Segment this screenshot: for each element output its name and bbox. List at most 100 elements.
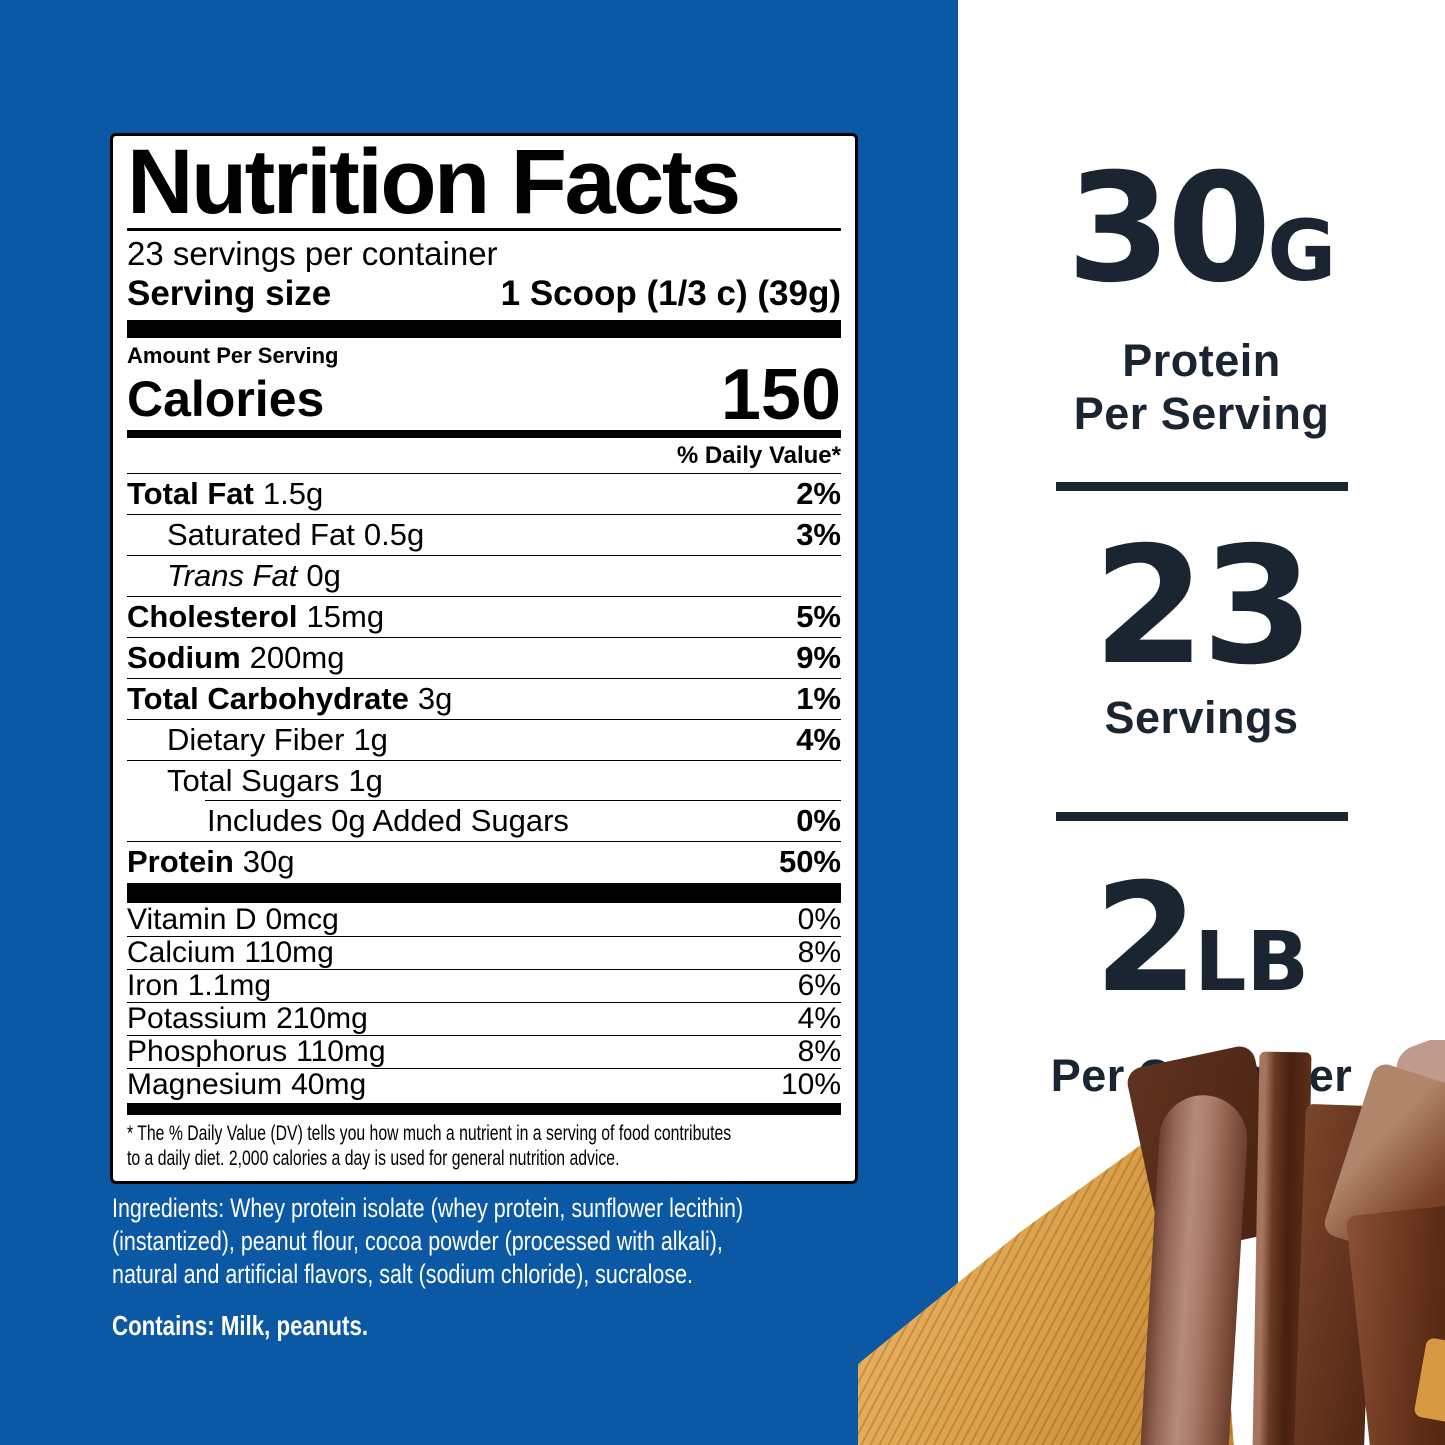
micronutrient-row: Phosphorus 110mg 8% bbox=[127, 1036, 841, 1069]
nutrient-name: Includes 0g Added Sugars bbox=[207, 803, 569, 838]
micronutrient-amount: 110mg bbox=[244, 936, 334, 969]
nutrient-dv: 2% bbox=[796, 476, 841, 511]
protein-caption-line: Per Serving bbox=[1073, 388, 1330, 439]
calories-row: Calories 150 bbox=[127, 355, 841, 435]
nutrient-row: Total Sugars 1g bbox=[127, 761, 841, 801]
servings-stat-value: 23 bbox=[1092, 513, 1314, 701]
ingredients-line: natural and artificial flavors, salt (so… bbox=[112, 1259, 693, 1289]
weight-stat-value: 2LB bbox=[958, 864, 1445, 1023]
nutrient-dv: 3% bbox=[796, 517, 841, 552]
nutrition-facts-title: Nutrition Facts bbox=[127, 131, 741, 233]
micronutrient-name: Iron bbox=[127, 969, 179, 1002]
weight-unit: LB bbox=[1194, 915, 1310, 1010]
nutrient-dv: 5% bbox=[796, 599, 841, 634]
micronutrient-dv: 10% bbox=[780, 1068, 841, 1101]
nutrient-amount: 0g bbox=[306, 558, 341, 593]
calories-label: Calories bbox=[127, 371, 325, 427]
nutrient-name: Total Sugars bbox=[167, 763, 340, 798]
ingredients-block: Ingredients: Whey protein isolate (whey … bbox=[112, 1192, 912, 1343]
micronutrient-row: Magnesium 40mg 10% bbox=[127, 1069, 841, 1101]
ingredients-line: (instantized), peanut flour, cocoa powde… bbox=[112, 1226, 723, 1256]
nutrient-amount: 15mg bbox=[306, 599, 385, 634]
nutrient-name: Saturated Fat bbox=[167, 517, 355, 552]
nutrient-amount: 0.5g bbox=[363, 517, 425, 552]
nutrient-name: Trans Fat bbox=[167, 558, 298, 593]
footnote: * The % Daily Value (DV) tells you how m… bbox=[127, 1121, 841, 1171]
micronutrient-amount: 40mg bbox=[291, 1068, 367, 1101]
micronutrient-amount: 1.1mg bbox=[187, 969, 272, 1002]
micronutrient-dv: 8% bbox=[797, 1035, 841, 1068]
protein-caption-line: Protein bbox=[1122, 335, 1281, 386]
title-rule bbox=[127, 228, 841, 231]
stat-divider bbox=[1055, 812, 1348, 821]
nutrient-row: Total Carbohydrate 3g 1% bbox=[127, 679, 841, 720]
nutrition-facts-label: Nutrition Facts 23 servings per containe… bbox=[110, 133, 858, 1184]
micronutrient-amount: 210mg bbox=[276, 1002, 368, 1035]
nutrient-section: Total Fat 1.5g 2% Saturated Fat 0.5g 3% … bbox=[127, 474, 841, 882]
serving-size-row: Serving size 1 Scoop (1/3 c) (39g) bbox=[127, 272, 841, 318]
daily-value-header: % Daily Value* bbox=[127, 440, 841, 474]
micronutrient-amount: 110mg bbox=[296, 1035, 386, 1068]
protein-amount: 30 bbox=[1066, 142, 1272, 316]
micronutrient-row: Calcium 110mg 8% bbox=[127, 937, 841, 970]
nutrient-name: Sodium bbox=[127, 640, 241, 675]
servings-per-container: 23 servings per container bbox=[127, 235, 498, 272]
micronutrient-row: Potassium 210mg 4% bbox=[127, 1003, 841, 1036]
nutrient-row: Total Fat 1.5g 2% bbox=[127, 474, 841, 515]
nutrient-name: Total Fat bbox=[127, 476, 254, 511]
nutrient-dv: 9% bbox=[796, 640, 841, 675]
protein-stat-value: 30G bbox=[958, 154, 1445, 310]
nutrient-dv: 50% bbox=[778, 844, 841, 879]
nutrient-row: Cholesterol 15mg 5% bbox=[127, 597, 841, 638]
nutrient-amount: 3g bbox=[417, 681, 453, 716]
footnote-line: to a daily diet. 2,000 calories a day is… bbox=[127, 1147, 620, 1170]
nutrient-row: Sodium 200mg 9% bbox=[127, 638, 841, 679]
ingredients-paragraph: Ingredients: Whey protein isolate (whey … bbox=[112, 1192, 748, 1343]
thick-separator bbox=[127, 320, 841, 338]
micronutrient-section: Vitamin D 0mcg 0% Calcium 110mg 8% Iron … bbox=[127, 904, 841, 1101]
protein-unit: G bbox=[1267, 202, 1337, 300]
micronutrient-name: Magnesium bbox=[127, 1068, 283, 1101]
nutrient-amount: 1.5g bbox=[262, 476, 324, 511]
nutrient-amount: 1g bbox=[348, 763, 383, 798]
micronutrient-name: Calcium bbox=[127, 936, 236, 969]
product-photo bbox=[858, 1040, 1445, 1445]
nutrient-amount: 1g bbox=[353, 722, 388, 757]
servings-stat-caption: Servings bbox=[1104, 692, 1299, 743]
nutrient-row: Trans Fat 0g bbox=[127, 556, 841, 597]
footnote-line: * The % Daily Value (DV) tells you how m… bbox=[127, 1122, 732, 1145]
contains-statement: Contains: Milk, peanuts. bbox=[112, 1310, 369, 1341]
nutrient-dv: 4% bbox=[796, 722, 841, 757]
serving-size-label: Serving size bbox=[127, 274, 332, 313]
ingredients-line: Ingredients: Whey protein isolate (whey … bbox=[112, 1193, 744, 1223]
micronutrient-dv: 6% bbox=[797, 969, 841, 1002]
micronutrient-name: Phosphorus bbox=[127, 1035, 288, 1068]
micronutrient-row: Iron 1.1mg 6% bbox=[127, 970, 841, 1003]
micronutrient-dv: 4% bbox=[797, 1002, 841, 1035]
nutrient-row: Includes 0g Added Sugars 0% bbox=[127, 801, 841, 842]
nutrient-dv: 1% bbox=[796, 681, 841, 716]
micronutrient-name: Vitamin D bbox=[127, 903, 257, 936]
nutrient-name: Protein bbox=[127, 844, 234, 879]
nutrient-name: Cholesterol bbox=[127, 599, 298, 634]
micronutrient-row: Vitamin D 0mcg 0% bbox=[127, 904, 841, 937]
nutrient-row: Saturated Fat 0.5g 3% bbox=[127, 515, 841, 556]
micronutrient-name: Potassium bbox=[127, 1002, 268, 1035]
highlights-panel: 30G Protein Per Serving 23 Servings 2LB … bbox=[958, 0, 1445, 1445]
serving-size-value: 1 Scoop (1/3 c) (39g) bbox=[500, 274, 841, 313]
protein-stat-caption: Protein Per Serving bbox=[958, 334, 1445, 440]
micronutrient-dv: 8% bbox=[797, 936, 841, 969]
micronutrient-dv: 0% bbox=[797, 903, 841, 936]
nutrient-amount: 200mg bbox=[249, 640, 345, 675]
medium-separator bbox=[127, 430, 841, 438]
nutrient-name: Total Carbohydrate bbox=[127, 681, 409, 716]
micronutrient-amount: 0mcg bbox=[265, 903, 339, 936]
medium-separator bbox=[127, 1103, 841, 1115]
stat-divider bbox=[1055, 482, 1348, 491]
calories-value: 150 bbox=[720, 355, 841, 435]
weight-amount: 2 bbox=[1093, 852, 1198, 1026]
thick-separator bbox=[127, 883, 841, 903]
nutrient-row: Dietary Fiber 1g 4% bbox=[127, 720, 841, 761]
nutrient-row: Protein 30g 50% bbox=[127, 842, 841, 882]
